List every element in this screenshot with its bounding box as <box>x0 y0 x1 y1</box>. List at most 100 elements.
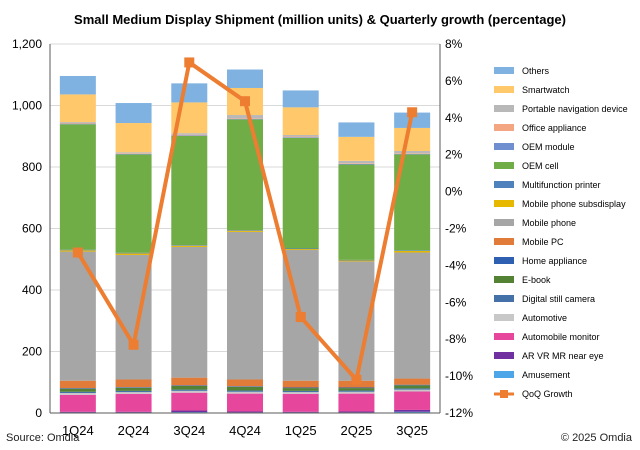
bar-segment <box>282 380 319 388</box>
bar-segment <box>171 392 208 411</box>
bar-segment <box>282 411 319 413</box>
bar-segment <box>59 124 96 250</box>
bar-segment <box>115 379 152 388</box>
bar-segment <box>59 122 96 124</box>
bar-segment <box>338 259 375 261</box>
bar-segment <box>59 391 96 394</box>
legend-label: Home appliance <box>522 256 587 266</box>
qoq-point <box>295 312 306 323</box>
bar-segment <box>115 252 152 254</box>
legend-swatch <box>494 352 514 359</box>
bar-segment <box>338 136 375 161</box>
bar-segment <box>282 107 319 136</box>
legend-label: OEM cell <box>522 161 559 171</box>
left-tick-label: 1,200 <box>12 37 42 51</box>
legend-label: Digital still camera <box>522 294 595 304</box>
axes: 0 200 400 600 800 1,000 1,200 -12% -10% -8% -6% -4%… <box>12 37 473 438</box>
qoq-point <box>128 339 139 350</box>
legend-swatch <box>494 219 514 226</box>
legend-label: AR VR MR near eye <box>522 351 604 361</box>
category-label: 4Q24 <box>229 423 261 438</box>
bar-segment <box>282 137 319 249</box>
bar-segment <box>59 394 96 412</box>
bar-segment <box>394 252 431 379</box>
category-label: 1Q24 <box>62 423 94 438</box>
bar-segment <box>394 388 431 390</box>
bar-segment <box>338 411 375 413</box>
left-tick-label: 0 <box>35 406 42 420</box>
legend-label: Office appliance <box>522 123 586 133</box>
bar-segment <box>171 135 208 136</box>
right-tick-label: 8% <box>445 37 463 51</box>
bar-segment <box>394 378 431 385</box>
legend-swatch <box>494 371 514 378</box>
right-tick-label: -8% <box>445 332 467 346</box>
bar-segment <box>171 245 208 247</box>
legend-swatch <box>494 276 514 283</box>
category-label: 1Q25 <box>285 423 317 438</box>
bar-segment <box>282 137 319 138</box>
copyright-note: © 2025 Omdia <box>560 432 632 444</box>
right-tick-label: -12% <box>445 406 473 420</box>
bar-segment <box>282 390 319 393</box>
bar-segment <box>171 246 208 378</box>
bar-segment <box>394 385 431 389</box>
bar-segment <box>115 390 152 393</box>
bar-segment <box>394 127 431 152</box>
bar-segment <box>227 390 263 392</box>
left-tick-label: 1,000 <box>12 99 42 113</box>
bar-segment <box>227 231 263 380</box>
qoq-point <box>184 57 195 68</box>
bar-segment <box>338 393 375 412</box>
qoq-point <box>240 96 250 107</box>
left-tick-label: 400 <box>22 283 42 297</box>
bar-segment <box>59 123 96 125</box>
bar-segment <box>394 384 431 386</box>
bar-segment <box>115 393 152 412</box>
bar-segment <box>338 388 375 391</box>
bar-segment <box>227 69 263 88</box>
bar-segment <box>227 118 263 119</box>
bar-segment <box>59 94 96 123</box>
bar-segment <box>115 152 152 154</box>
bar-segment <box>227 379 263 387</box>
legend-swatch <box>494 314 514 321</box>
bar-segment <box>115 392 152 394</box>
bar-segment <box>115 153 152 155</box>
legend-label: Multifunction printer <box>522 180 601 190</box>
bar-segment <box>338 387 375 389</box>
legend-label: Mobile phone <box>522 218 576 228</box>
bar-segment <box>59 411 96 413</box>
legend-label: Portable navigation device <box>522 104 628 114</box>
legend-label: Smartwatch <box>522 85 570 95</box>
bar-segment <box>59 75 96 95</box>
bar-segment <box>282 393 319 412</box>
legend-label: Mobile phone subsdisplay <box>522 199 626 209</box>
bar-segment <box>394 389 431 392</box>
bar-segment <box>282 90 319 108</box>
bar-segment <box>338 163 375 165</box>
bar-segment <box>282 249 319 251</box>
legend-label: E-book <box>522 275 551 285</box>
legend-label: Mobile PC <box>522 237 564 247</box>
legend-swatch <box>494 86 514 93</box>
right-tick-label: 6% <box>445 74 463 88</box>
source-note: Source: Omdia <box>6 432 80 444</box>
legend-line-marker <box>500 390 508 398</box>
category-label: 3Q25 <box>396 423 428 438</box>
right-tick-label: -4% <box>445 258 467 272</box>
bar-segment <box>394 391 431 410</box>
bar-segment <box>171 385 208 386</box>
bar-segment <box>227 230 263 231</box>
bar-segment <box>227 386 263 391</box>
bar-segment <box>227 391 263 394</box>
right-tick-label: 0% <box>445 185 463 199</box>
legend-swatch <box>494 295 514 302</box>
bar-segment <box>59 123 96 124</box>
bar-segment <box>171 410 208 413</box>
bar-segment <box>115 123 152 153</box>
bar-segment <box>115 154 152 253</box>
qoq-point <box>407 107 418 118</box>
bar-segment <box>171 135 208 246</box>
